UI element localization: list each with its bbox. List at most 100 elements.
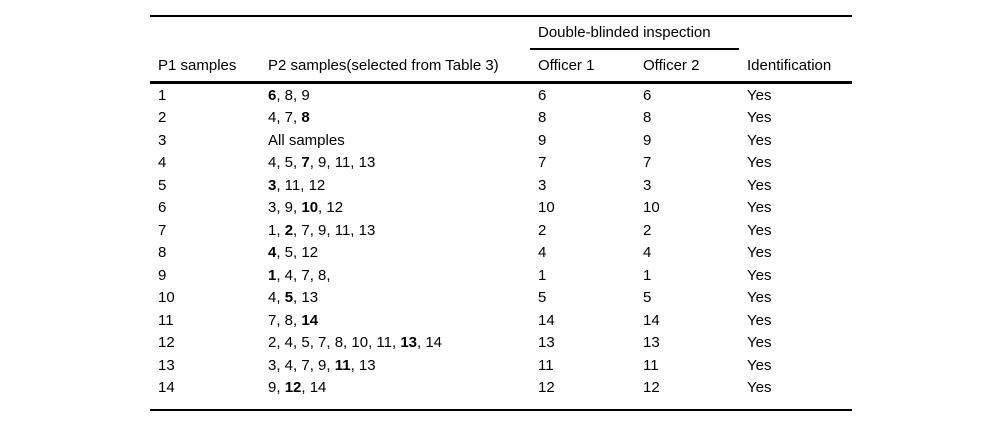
p2-sample-number-bold: 5 — [284, 289, 294, 307]
p2-sample-text: , 12 — [318, 199, 344, 217]
p2-sample-number-bold: 3 — [268, 176, 277, 194]
group-header-row: Double-blinded inspection — [150, 16, 852, 50]
cell-p1-sample: 5 — [158, 176, 167, 194]
cell-officer2: 8 — [643, 109, 652, 127]
p2-sample-text: 1, — [268, 221, 285, 239]
cell-officer1: 5 — [538, 289, 547, 307]
cell-p2-samples: 1, 2, 7, 9, 11, 13 — [260, 219, 530, 242]
cell-p2-samples: 2, 4, 5, 7, 8, 10, 11, 13, 14 — [260, 332, 530, 355]
cell-officer1: 12 — [538, 379, 555, 397]
p2-sample-text: , 14 — [417, 334, 443, 352]
cell-identification: Yes — [747, 154, 772, 172]
p2-sample-text: , 13 — [293, 289, 319, 307]
col-header-p1-samples: P1 samples — [150, 49, 260, 84]
p2-sample-number-bold: 2 — [284, 221, 294, 239]
cell-officer2: 12 — [643, 379, 660, 397]
cell-identification: Yes — [747, 199, 772, 217]
table-row: 7 1, 2, 7, 9, 11, 13 2 2 Yes — [150, 219, 852, 242]
cell-p2-samples: 4, 5, 12 — [260, 242, 530, 265]
results-table-container: Double-blinded inspection P1 samples P2 … — [150, 15, 852, 411]
cell-p2-samples: 3, 9, 10, 12 — [260, 197, 530, 220]
p2-sample-number-bold: 1 — [268, 266, 277, 284]
cell-p1-sample: 10 — [158, 289, 175, 307]
cell-identification: Yes — [747, 109, 772, 127]
p2-sample-text: 7, 8, — [268, 311, 302, 329]
cell-officer1: 1 — [538, 266, 547, 284]
col-header-p2-samples: P2 samples(selected from Table 3) — [260, 49, 530, 84]
table-row: 14 9, 12, 14 12 12 Yes — [150, 377, 852, 400]
p2-sample-text: , 11, 12 — [276, 176, 326, 194]
cell-p2-samples: All samples — [260, 129, 530, 152]
cell-officer2: 11 — [643, 356, 659, 374]
cell-p2-samples: 4, 5, 7, 9, 11, 13 — [260, 152, 530, 175]
p2-sample-text: , 14 — [301, 379, 327, 397]
cell-p2-samples: 1, 4, 7, 8, — [260, 264, 530, 287]
cell-officer1: 3 — [538, 176, 547, 194]
cell-officer2: 1 — [643, 266, 652, 284]
cell-p2-samples: 3, 4, 7, 9, 11, 13 — [260, 354, 530, 377]
cell-officer1: 6 — [538, 86, 547, 104]
table-row: 10 4, 5, 13 5 5 Yes — [150, 287, 852, 310]
cell-p2-samples: 4, 7, 8 — [260, 107, 530, 130]
cell-identification: Yes — [747, 131, 772, 149]
table-row: 9 1, 4, 7, 8, 1 1 Yes — [150, 264, 852, 287]
table-row: 8 4, 5, 12 4 4 Yes — [150, 242, 852, 265]
cell-p1-sample: 9 — [158, 266, 167, 284]
p2-sample-text: 2, 4, 5, 7, 8, 10, 11, — [268, 334, 401, 352]
cell-officer1: 11 — [538, 356, 554, 374]
table-row: 2 4, 7, 8 8 8 Yes — [150, 107, 852, 130]
cell-p1-sample: 11 — [158, 311, 174, 329]
cell-officer2: 10 — [643, 199, 660, 217]
cell-p2-samples: 3, 11, 12 — [260, 174, 530, 197]
group-header-spacer — [739, 16, 852, 49]
p2-sample-text: , 7, 9, 11, 13 — [293, 221, 376, 239]
cell-identification: Yes — [747, 221, 772, 239]
cell-p2-samples: 7, 8, 14 — [260, 309, 530, 332]
cell-p1-sample: 1 — [158, 86, 167, 104]
p2-sample-number-bold: 14 — [301, 311, 319, 329]
cell-identification: Yes — [747, 311, 772, 329]
cell-identification: Yes — [747, 176, 772, 194]
cell-officer1: 2 — [538, 221, 547, 239]
column-header-row: P1 samples P2 samples(selected from Tabl… — [150, 49, 852, 84]
cell-identification: Yes — [747, 86, 772, 104]
cell-officer2: 9 — [643, 131, 652, 149]
cell-officer1: 13 — [538, 334, 555, 352]
p2-sample-text: 4, — [268, 289, 285, 307]
p2-sample-number-bold: 8 — [301, 109, 310, 127]
cell-officer2: 7 — [643, 154, 652, 172]
col-header-officer-1: Officer 1 — [530, 49, 635, 84]
cell-officer2: 6 — [643, 86, 652, 104]
cell-p1-sample: 4 — [158, 154, 167, 172]
cell-p1-sample: 14 — [158, 379, 175, 397]
bottom-spacer-row — [150, 399, 852, 410]
cell-officer2: 4 — [643, 244, 652, 262]
p2-sample-text: , 5, 12 — [276, 244, 319, 262]
cell-officer1: 14 — [538, 311, 555, 329]
cell-p1-sample: 13 — [158, 356, 175, 374]
col-header-officer-2: Officer 2 — [635, 49, 739, 84]
cell-identification: Yes — [747, 266, 772, 284]
cell-identification: Yes — [747, 379, 772, 397]
cell-p1-sample: 3 — [158, 131, 167, 149]
p2-sample-number-bold: 11 — [334, 356, 351, 374]
cell-p1-sample: 7 — [158, 221, 167, 239]
cell-p2-samples: 6, 8, 9 — [260, 83, 530, 107]
cell-p2-samples: 9, 12, 14 — [260, 377, 530, 400]
p2-sample-number-bold: 12 — [284, 379, 302, 397]
cell-officer1: 7 — [538, 154, 547, 172]
table-row: 5 3, 11, 12 3 3 Yes — [150, 174, 852, 197]
p2-sample-text: 4, 7, — [268, 109, 302, 127]
table-row: 4 4, 5, 7, 9, 11, 13 7 7 Yes — [150, 152, 852, 175]
p2-sample-text: 3, 9, — [268, 199, 302, 217]
cell-officer2: 5 — [643, 289, 652, 307]
cell-identification: Yes — [747, 334, 772, 352]
results-table: Double-blinded inspection P1 samples P2 … — [150, 15, 852, 411]
p2-sample-text: , 13 — [350, 356, 376, 374]
p2-sample-number-bold: 7 — [301, 154, 310, 172]
cell-p2-samples: 4, 5, 13 — [260, 287, 530, 310]
table-row: 12 2, 4, 5, 7, 8, 10, 11, 13, 14 13 13 Yes — [150, 332, 852, 355]
cell-officer2: 3 — [643, 176, 652, 194]
table-row: 13 3, 4, 7, 9, 11, 13 11 11 Yes — [150, 354, 852, 377]
